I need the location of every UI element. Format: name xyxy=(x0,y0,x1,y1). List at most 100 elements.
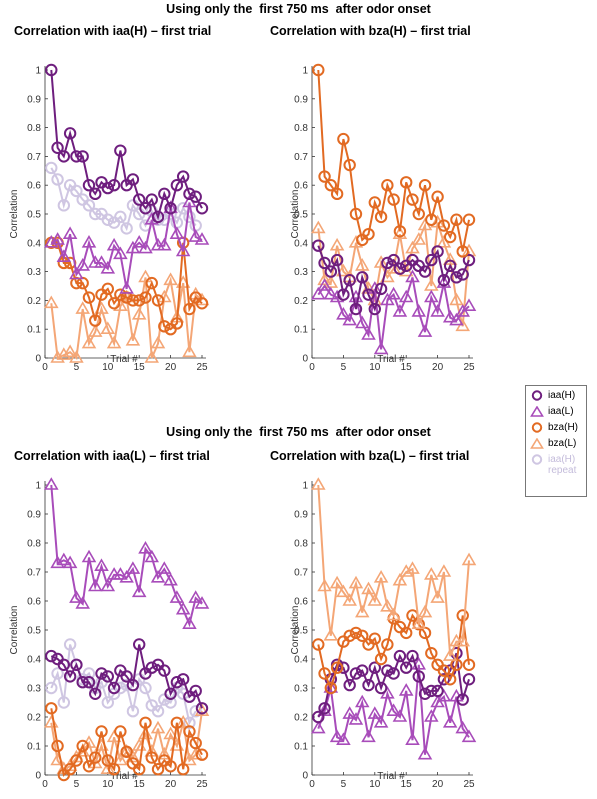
data-point xyxy=(63,763,77,776)
data-point xyxy=(169,590,185,603)
legend-label: iaa(L) xyxy=(548,406,574,417)
y-tick-label: 1 xyxy=(302,481,308,492)
data-point xyxy=(189,736,202,750)
y-tick-label: 0.2 xyxy=(294,713,308,724)
data-point xyxy=(367,281,383,294)
x-tick-label: 5 xyxy=(74,362,80,373)
data-point xyxy=(195,297,209,310)
data-point xyxy=(373,255,389,268)
data-point xyxy=(189,190,202,203)
y-tick-label: 0.6 xyxy=(27,181,41,192)
data-point xyxy=(158,187,171,201)
data-point xyxy=(88,578,103,592)
data-point xyxy=(393,262,407,275)
data-point xyxy=(114,144,127,157)
data-point xyxy=(443,259,457,273)
data-point xyxy=(138,240,153,254)
legend-label: iaa(H) xyxy=(548,390,576,401)
data-point xyxy=(139,291,152,304)
data-point xyxy=(163,200,178,214)
series-iaa-h-repeat xyxy=(45,638,202,729)
data-point xyxy=(462,658,476,671)
legend-label: bza(L) xyxy=(548,438,577,449)
data-point xyxy=(318,667,331,680)
data-point xyxy=(151,294,165,307)
x-tick-label: 0 xyxy=(42,362,48,373)
data-point xyxy=(355,257,370,271)
data-point xyxy=(324,681,338,695)
data-point xyxy=(158,320,171,333)
y-axis-label: Correlation xyxy=(290,190,301,239)
data-point xyxy=(56,249,72,263)
data-point xyxy=(406,649,419,663)
data-point xyxy=(63,127,77,140)
y-tick-label: 0 xyxy=(35,354,41,365)
data-point xyxy=(51,141,64,154)
data-point xyxy=(349,207,363,221)
x-tick-label: 25 xyxy=(463,362,475,373)
data-point xyxy=(176,170,190,183)
data-point xyxy=(189,684,202,698)
data-point xyxy=(348,575,364,589)
data-point xyxy=(348,234,364,248)
data-point xyxy=(437,219,451,232)
data-point xyxy=(126,705,140,718)
data-point xyxy=(145,751,158,764)
data-point xyxy=(398,683,414,696)
data-point xyxy=(318,702,331,715)
data-point xyxy=(330,187,344,201)
legend-item-iaa-l: iaa(L) xyxy=(530,406,574,417)
data-point xyxy=(381,256,394,270)
data-point xyxy=(387,667,400,680)
data-point xyxy=(101,696,115,709)
series-line xyxy=(50,644,203,709)
legend-item-iaa-h-repeat: iaa(H) repeat xyxy=(530,454,576,476)
series-line xyxy=(317,245,470,312)
data-point xyxy=(50,232,65,245)
data-point xyxy=(76,739,89,753)
data-point xyxy=(329,575,345,589)
data-point xyxy=(349,626,363,640)
data-point xyxy=(119,569,134,583)
y-tick-label: 0.4 xyxy=(294,655,308,666)
data-point xyxy=(120,670,133,683)
y-tick-label: 0.4 xyxy=(27,238,41,249)
data-point xyxy=(400,626,413,640)
data-point xyxy=(138,269,153,283)
y-tick-label: 0.9 xyxy=(294,94,308,105)
x-tick-label: 25 xyxy=(196,779,208,790)
suptitle-bottom: Using only the first 750 ms after odor o… xyxy=(166,425,431,439)
data-point xyxy=(45,681,58,695)
y-axis-label: Correlation xyxy=(9,190,20,239)
data-point xyxy=(317,278,332,291)
data-point xyxy=(381,664,394,677)
data-point xyxy=(101,670,115,683)
x-tick-label: 15 xyxy=(401,779,413,790)
data-point xyxy=(400,661,413,674)
data-point xyxy=(425,647,438,660)
data-point xyxy=(57,696,71,709)
x-tick-label: 10 xyxy=(102,779,114,790)
data-point xyxy=(107,179,121,192)
data-point xyxy=(430,304,445,317)
data-point xyxy=(89,687,102,700)
data-point xyxy=(392,304,408,317)
y-tick-label: 0.4 xyxy=(27,655,41,666)
data-point xyxy=(113,246,128,260)
data-point xyxy=(431,245,444,258)
data-point xyxy=(442,309,458,323)
data-point xyxy=(355,694,370,708)
series-line xyxy=(50,644,197,726)
data-point xyxy=(343,158,356,172)
y-tick-label: 0 xyxy=(35,771,41,782)
series-bza-h xyxy=(312,609,476,695)
data-point xyxy=(44,477,59,490)
data-point xyxy=(418,179,432,192)
data-point xyxy=(51,739,64,753)
data-point xyxy=(175,714,191,728)
data-point xyxy=(139,716,152,729)
data-point xyxy=(76,676,89,689)
data-point xyxy=(189,705,202,718)
series-line xyxy=(317,613,470,691)
data-point xyxy=(368,632,381,645)
